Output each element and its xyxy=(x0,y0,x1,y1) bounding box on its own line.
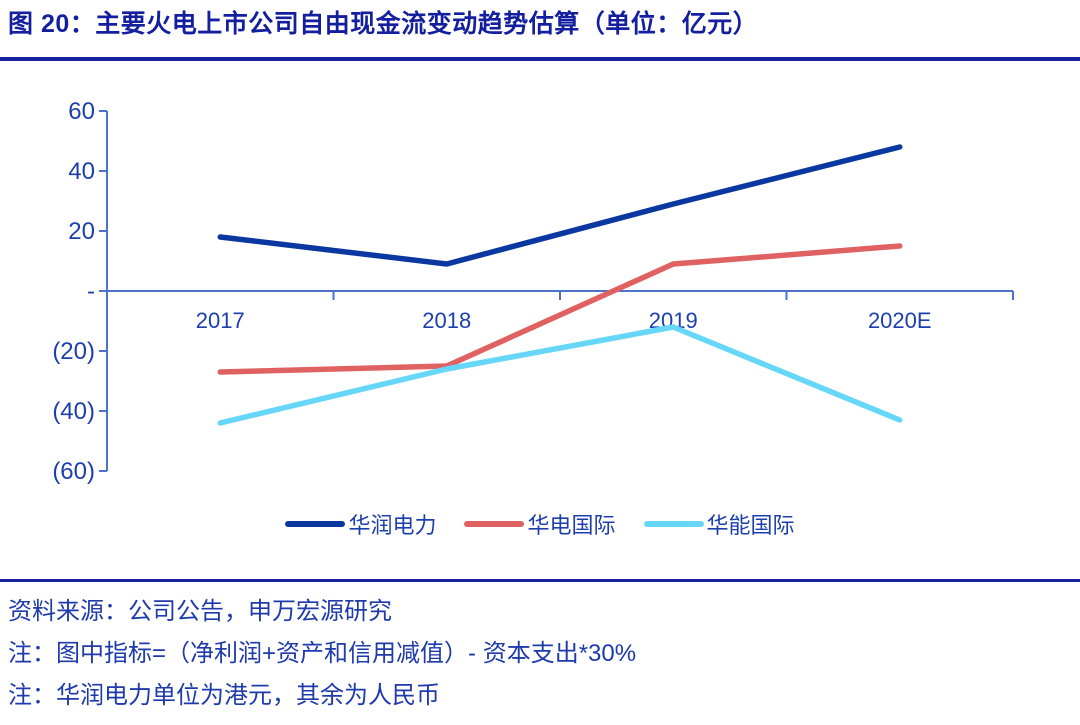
currency-note: 注：华润电力单位为港元，其余为人民币 xyxy=(8,682,440,709)
indicator-note: 注：图中指标=（净利润+资产和信用减值）- 资本支出*30% xyxy=(8,640,637,667)
y-tick-label: 60 xyxy=(68,98,95,125)
series-line-0 xyxy=(217,144,903,267)
y-tick-label: 40 xyxy=(68,158,95,185)
y-tick-label: (60) xyxy=(52,458,95,485)
chart-legend: 华润电力 华电国际 华能国际 xyxy=(0,506,1080,542)
x-tick-label: 2020E xyxy=(868,308,932,333)
x-tick-label: 2017 xyxy=(196,308,245,333)
y-tick-label: - xyxy=(87,278,95,305)
x-tick-label: 2018 xyxy=(422,308,471,333)
legend-label: 华能国际 xyxy=(706,513,795,538)
legend-swatch-icon xyxy=(643,521,704,527)
series-line-1 xyxy=(217,243,903,375)
source-note: 资料来源：公司公告，申万宏源研究 xyxy=(8,598,392,625)
legend-item-2: 华能国际 xyxy=(643,508,795,540)
title-divider xyxy=(0,57,1080,61)
legend-label: 华润电力 xyxy=(348,513,437,538)
legend-swatch-icon xyxy=(464,521,525,527)
figure-title: 图 20：主要火电上市公司自由现金流变动趋势估算（单位：亿元） xyxy=(8,10,759,38)
y-tick-label: (40) xyxy=(52,398,95,425)
y-tick-label: (20) xyxy=(52,338,95,365)
series-line-2 xyxy=(217,324,903,426)
legend-item-1: 华电国际 xyxy=(464,508,616,540)
footer-divider xyxy=(0,579,1080,582)
legend-label: 华电国际 xyxy=(527,513,616,538)
legend-swatch-icon xyxy=(285,521,346,527)
footer-notes: 资料来源：公司公告，申万宏源研究 注：图中指标=（净利润+资产和信用减值）- 资… xyxy=(8,591,1068,717)
y-tick-label: 20 xyxy=(68,218,95,245)
legend-item-0: 华润电力 xyxy=(285,508,436,540)
